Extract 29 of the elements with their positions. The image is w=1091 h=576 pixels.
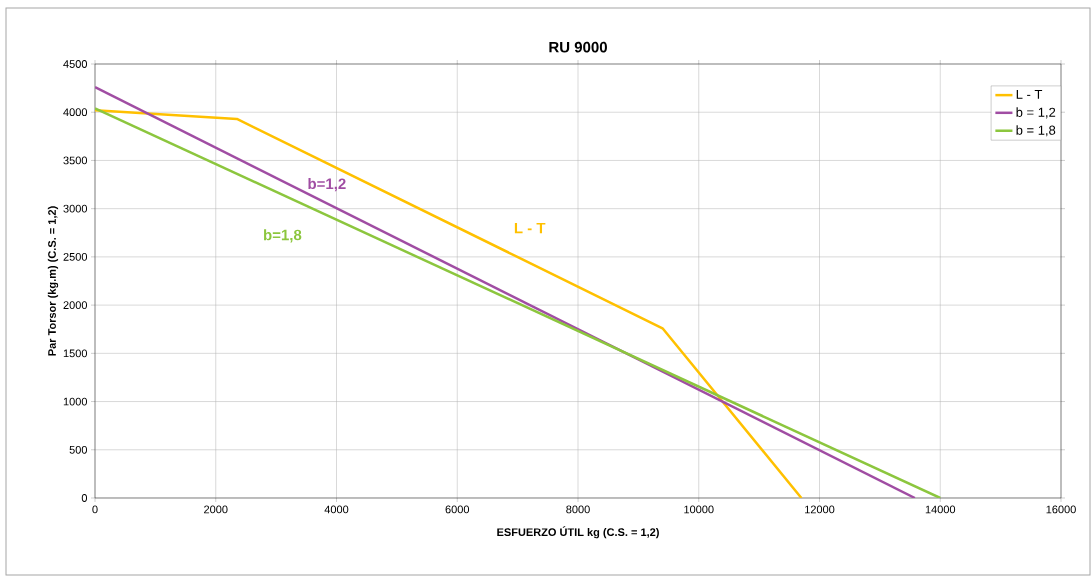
legend-label: b = 1,2 (1016, 107, 1056, 119)
x-tick-label: 16000 (1046, 505, 1076, 514)
y-tick-label: 3500 (63, 156, 88, 165)
y-tick-label: 1000 (63, 397, 88, 406)
y-tick-label: 2500 (63, 253, 88, 261)
x-axis-title: ESFUERZO ÚTIL kg (C.S. = 1,2) (497, 526, 659, 539)
y-tick-label: 2000 (63, 301, 88, 310)
annotation: b=1,2 (308, 178, 346, 192)
y-tick-label: 0 (81, 494, 88, 502)
annotation: b=1,8 (264, 229, 302, 243)
x-tick-label: 12000 (805, 505, 835, 514)
x-tick-label: 0 (92, 505, 98, 514)
x-tick-label: 14000 (925, 505, 956, 514)
y-tick-label: 4500 (63, 60, 88, 68)
chart-title: RU 9000 (549, 41, 607, 53)
legend-label: L - T (1016, 89, 1043, 99)
line-series (95, 109, 803, 498)
y-tick-label: 4000 (63, 108, 88, 117)
x-tick-label: 4000 (324, 505, 349, 514)
legend-label: b = 1,8 (1016, 125, 1056, 137)
x-tick-label: 10000 (684, 505, 714, 514)
x-tick-label: 2000 (204, 505, 228, 514)
y-axis-title: Par Torsor (kg.m) (C.S. = 1,2) (47, 206, 59, 356)
y-tick-label: 3000 (63, 204, 88, 213)
annotation: L - T (514, 222, 546, 234)
x-tick-label: 6000 (445, 505, 470, 514)
x-tick-label: 8000 (566, 505, 590, 514)
y-tick-label: 500 (69, 445, 88, 454)
y-tick-label: 1500 (63, 349, 88, 358)
